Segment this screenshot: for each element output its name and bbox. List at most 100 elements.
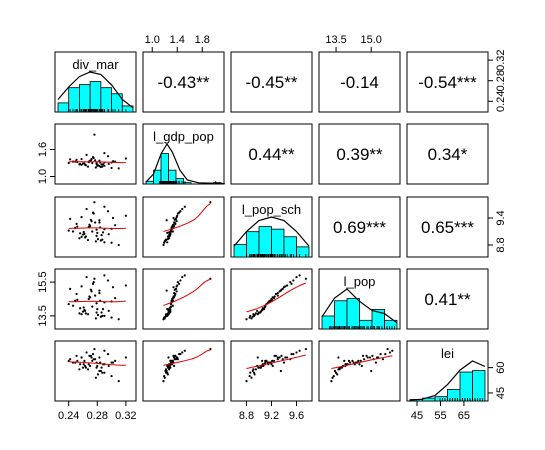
- scatter-point-4-3: [366, 356, 369, 359]
- scatter-point-4-1: [166, 373, 169, 376]
- scatter-point-4-3: [358, 363, 361, 366]
- smooth-line-3-1: [163, 278, 211, 306]
- scatter-point-4-0: [101, 371, 104, 374]
- scatter-point-3-1: [164, 313, 168, 316]
- right-tick-label-div_mar: 0.24: [495, 91, 507, 112]
- scatter-point-3-2: [289, 281, 292, 284]
- x-tick-label-lei: 55: [434, 410, 446, 422]
- correlation-1-4: 0.34*: [428, 145, 468, 164]
- scatter-point-3-1: [170, 299, 173, 302]
- scatter-point-3-0: [90, 290, 93, 293]
- scatter-point-4-0: [96, 373, 100, 376]
- smooth-line-2-1: [163, 203, 211, 232]
- scatter-point-3-2: [272, 297, 276, 300]
- scatter-point-2-0: [117, 243, 120, 247]
- scatter-point-3-0: [94, 317, 97, 320]
- scatter-point-3-2: [245, 318, 248, 321]
- scatter-point-4-1: [163, 376, 166, 379]
- hist-bar-3: [359, 319, 373, 330]
- scatter-point-3-0: [110, 316, 113, 319]
- scatter-point-4-3: [386, 347, 389, 351]
- scatter-point-3-0: [80, 313, 83, 316]
- scatter-point-3-0: [71, 304, 75, 307]
- scatter-point-4-1: [168, 368, 171, 371]
- scatter-point-2-1: [178, 211, 181, 214]
- scatter-point-3-1: [171, 304, 174, 307]
- scatter-point-3-0: [95, 311, 98, 314]
- panel-frame-4-0: [54, 340, 137, 402]
- scatter-point-4-2: [254, 368, 257, 371]
- scatter-point-4-3: [363, 358, 366, 361]
- scatter-point-4-3: [336, 373, 339, 376]
- scatter-point-3-0: [82, 306, 85, 309]
- scatter-point-3-0: [91, 305, 94, 308]
- scatter-point-2-0: [93, 201, 96, 204]
- scatter-point-2-0: [98, 219, 101, 222]
- correlation-2-4: 0.65***: [421, 218, 474, 237]
- smooth-line-2-0: [68, 227, 126, 229]
- scatter-point-4-3: [391, 349, 394, 352]
- scatter-point-4-0: [84, 364, 87, 368]
- scatter-point-3-2: [250, 317, 253, 320]
- scatter-point-2-0: [82, 230, 85, 234]
- scatter-point-2-1: [172, 216, 175, 220]
- top-tick-label-l_gdp_pop: 1.8: [195, 34, 210, 46]
- right-tick-label-div_mar: 0.28: [495, 70, 507, 91]
- correlation-1-3: 0.39**: [336, 145, 383, 164]
- panel-frame-3-2: [230, 268, 313, 330]
- correlation-0-4: -0.54***: [418, 73, 477, 92]
- scatter-point-3-0: [114, 297, 117, 300]
- scatter-point-4-3: [375, 356, 379, 359]
- scatter-point-4-0: [78, 368, 81, 371]
- scatter-point-1-0: [67, 161, 70, 165]
- scatter-point-3-0: [103, 314, 106, 317]
- scatter-point-4-3: [337, 368, 340, 371]
- x-tick-label-lei: 65: [458, 410, 470, 422]
- scatter-point-4-0: [69, 358, 72, 361]
- scatter-point-4-2: [248, 374, 251, 378]
- hist-bar-4: [447, 389, 461, 402]
- scatter-point-4-0: [98, 356, 101, 359]
- scatter-point-1-0: [82, 162, 85, 165]
- hist-bar-4: [459, 371, 473, 402]
- scatter-point-4-0: [93, 347, 96, 351]
- hist-bar-2: [233, 243, 247, 258]
- scatter-point-2-1: [173, 221, 176, 224]
- scatter-point-3-0: [96, 308, 99, 311]
- scatter-point-1-0: [84, 164, 87, 167]
- scatter-point-4-1: [181, 351, 184, 354]
- hist-bar-1: [183, 182, 192, 185]
- scatter-point-3-1: [168, 308, 171, 311]
- scatter-point-4-1: [171, 359, 174, 362]
- scatter-point-4-0: [117, 380, 120, 383]
- scatter-point-3-1: [181, 275, 184, 279]
- panel-frame-2-3: [318, 196, 401, 258]
- hist-bar-0: [121, 105, 134, 113]
- scatter-point-4-0: [91, 353, 95, 356]
- scatter-point-4-2: [264, 359, 267, 362]
- scatter-point-4-0: [99, 361, 102, 364]
- scatter-point-4-0: [82, 363, 85, 366]
- scatter-point-4-0: [79, 363, 82, 366]
- scatter-point-3-0: [80, 285, 83, 288]
- hist-bar-4: [472, 370, 486, 402]
- panel-frame-1-4: [406, 123, 489, 185]
- scatter-point-4-0: [95, 366, 98, 369]
- scatter-point-3-0: [111, 286, 115, 289]
- scatter-point-4-2: [290, 353, 293, 356]
- scatter-point-3-1: [165, 289, 168, 292]
- scatter-point-1-0: [106, 155, 110, 158]
- scatter-point-2-0: [94, 240, 97, 243]
- scatter-point-4-2: [252, 368, 255, 371]
- right-tick-label-div_mar: 0.32: [495, 49, 507, 70]
- panel-frame-2-1: [142, 196, 225, 258]
- hist-bar-2: [271, 228, 285, 258]
- scatter-point-4-0: [89, 354, 92, 357]
- panel-frame-0-4: [406, 51, 489, 113]
- scatter-point-3-0: [89, 288, 92, 291]
- correlation-1-2: 0.44**: [248, 145, 295, 164]
- scatter-point-4-2: [281, 358, 284, 361]
- top-tick-label-l_pop: 15.0: [361, 34, 382, 46]
- scatter-point-3-2: [249, 314, 252, 317]
- panel-frame-3-0: [54, 268, 137, 330]
